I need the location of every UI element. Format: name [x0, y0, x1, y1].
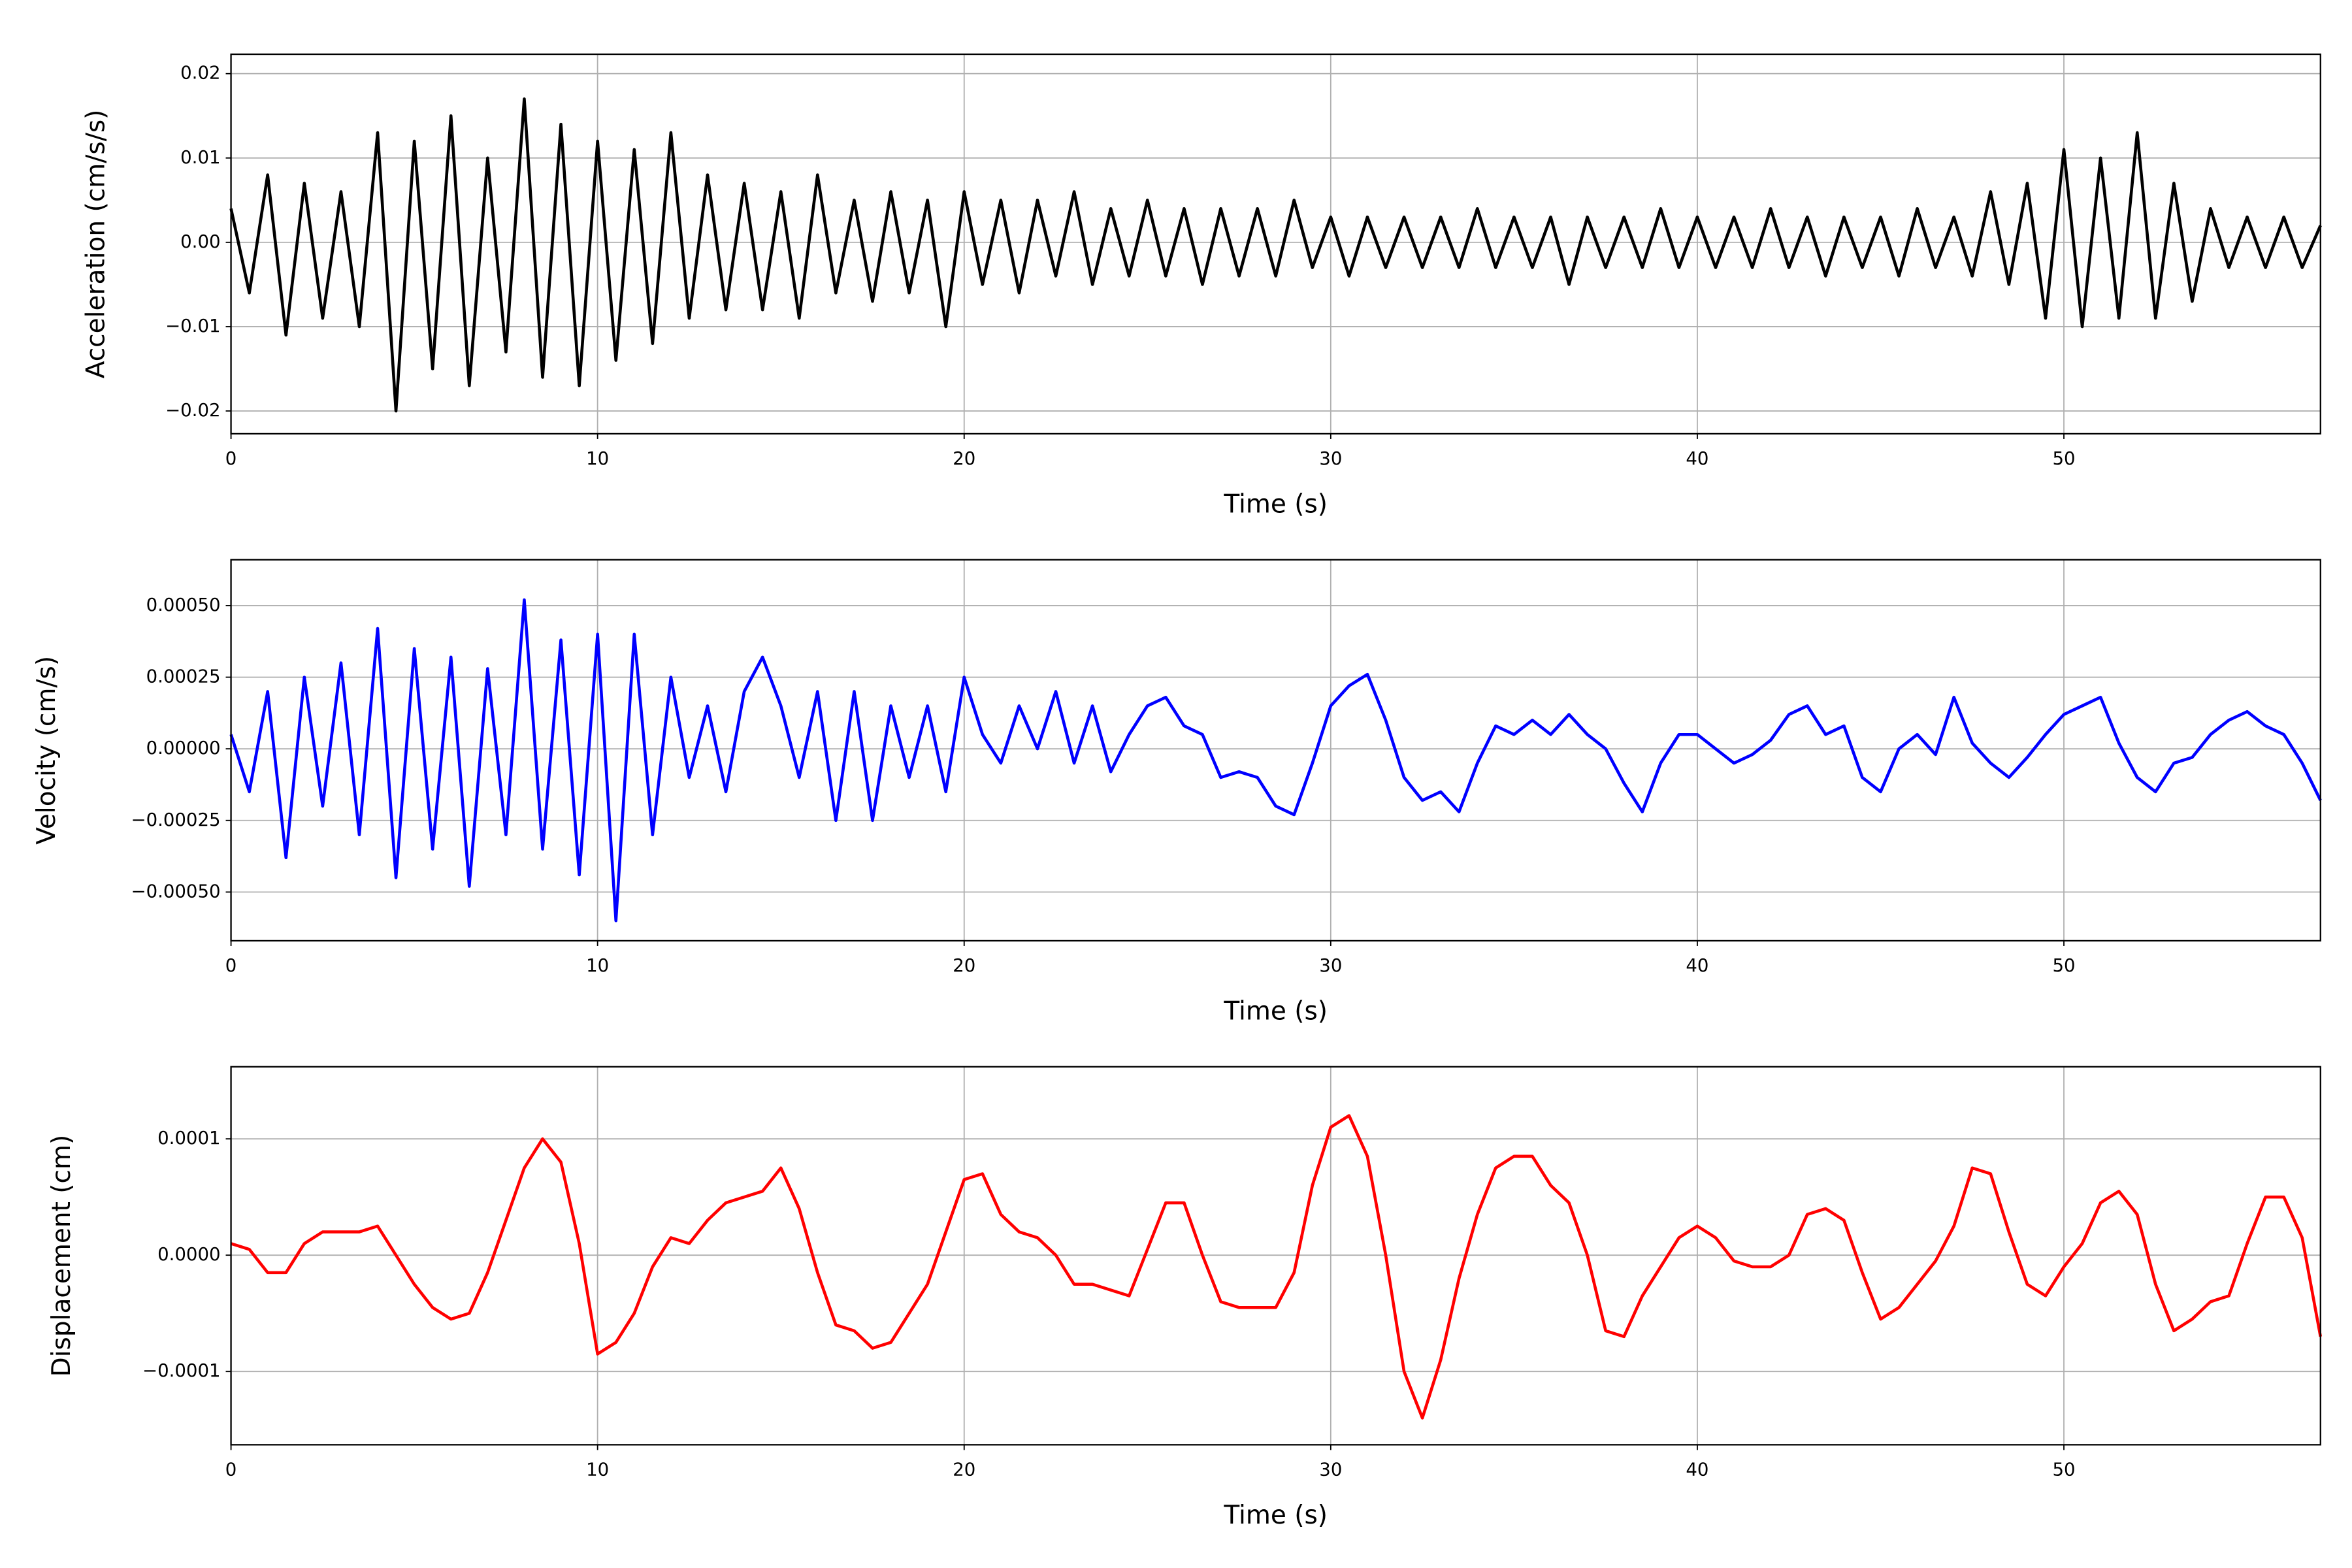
y-axis-label: Velocity (cm/s) — [32, 656, 61, 845]
x-tick-label: 50 — [2052, 448, 2075, 469]
y-tick-label: 0.00 — [180, 231, 220, 252]
x-tick-label: 30 — [1319, 955, 1342, 976]
y-tick-label: −0.00025 — [131, 809, 221, 830]
x-tick-label: 30 — [1319, 448, 1342, 469]
y-tick-label: −0.0001 — [142, 1360, 220, 1381]
subplot: 0 10 20 30 40 50 −0.0001 0.0000 0.0001 Time (s) Di… — [47, 1066, 2323, 1530]
y-axis-label: Displacement (cm) — [47, 1135, 76, 1377]
x-tick-label: 0 — [225, 1459, 237, 1480]
plot-frame — [230, 1066, 2321, 1446]
y-tick-label: −0.00050 — [131, 881, 221, 902]
x-axis-label: Time (s) — [1223, 1501, 1328, 1530]
x-axis-label: Time (s) — [1223, 490, 1328, 519]
y-tick-label: 0.0000 — [157, 1244, 220, 1265]
x-tick-label: 30 — [1319, 1459, 1342, 1480]
y-tick-label: 0.00050 — [146, 595, 221, 615]
y-axis-label: Acceleration (cm/s/s) — [82, 110, 111, 379]
x-tick-label: 20 — [953, 448, 975, 469]
x-tick-label: 20 — [953, 1459, 975, 1480]
subplot: 0 10 20 30 40 50 −0.02 −0.01 0.00 0.01 0.02 Time (s… — [82, 53, 2322, 519]
x-tick-label: 40 — [1686, 1459, 1708, 1480]
y-tick-label: −0.02 — [165, 400, 220, 421]
x-axis-label: Time (s) — [1223, 997, 1328, 1026]
plot-frame — [230, 53, 2321, 435]
y-tick-label: 0.00025 — [146, 666, 221, 687]
data-line — [229, 598, 2322, 923]
data-line — [229, 97, 2322, 413]
x-tick-label: 40 — [1686, 448, 1708, 469]
plot-frame — [230, 559, 2321, 942]
x-tick-label: 0 — [225, 448, 237, 469]
x-tick-label: 50 — [2052, 1459, 2075, 1480]
x-tick-label: 0 — [225, 955, 237, 976]
x-tick-label: 20 — [953, 955, 975, 976]
x-tick-label: 10 — [586, 1459, 609, 1480]
x-tick-label: 10 — [586, 448, 609, 469]
data-line — [230, 1114, 2323, 1420]
y-tick-label: 0.01 — [180, 147, 220, 168]
x-tick-label: 40 — [1686, 955, 1708, 976]
x-tick-label: 10 — [586, 955, 609, 976]
y-tick-label: 0.02 — [180, 63, 220, 84]
y-tick-label: 0.0001 — [157, 1128, 220, 1149]
x-tick-label: 50 — [2052, 955, 2075, 976]
subplot: 0 10 20 30 40 50 −0.00050 −0.00025 0.00000 0.0002… — [32, 559, 2322, 1026]
y-tick-label: −0.01 — [165, 316, 220, 336]
y-tick-label: 0.00000 — [146, 738, 221, 759]
